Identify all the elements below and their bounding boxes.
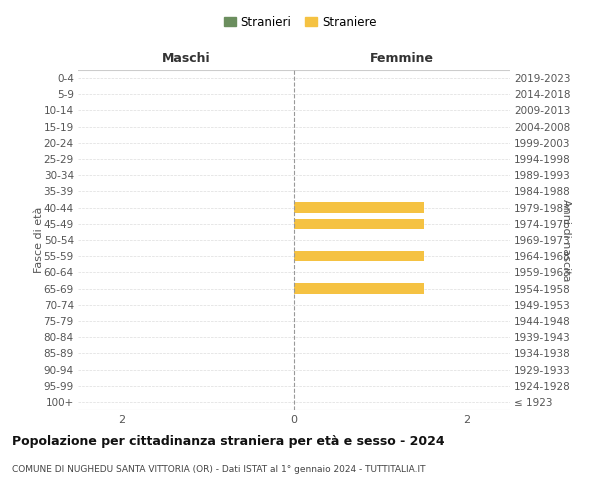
Text: Fasce di età: Fasce di età — [34, 207, 44, 273]
Bar — [294, 202, 424, 213]
Text: Anni di nascita: Anni di nascita — [561, 198, 571, 281]
Text: Popolazione per cittadinanza straniera per età e sesso - 2024: Popolazione per cittadinanza straniera p… — [12, 435, 445, 448]
Text: Femmine: Femmine — [370, 52, 434, 65]
Legend: Stranieri, Straniere: Stranieri, Straniere — [219, 11, 381, 34]
Text: Maschi: Maschi — [161, 52, 211, 65]
Text: COMUNE DI NUGHEDU SANTA VITTORIA (OR) - Dati ISTAT al 1° gennaio 2024 - TUTTITAL: COMUNE DI NUGHEDU SANTA VITTORIA (OR) - … — [12, 465, 425, 474]
Bar — [294, 218, 424, 229]
Bar — [294, 284, 424, 294]
Bar — [294, 251, 424, 262]
